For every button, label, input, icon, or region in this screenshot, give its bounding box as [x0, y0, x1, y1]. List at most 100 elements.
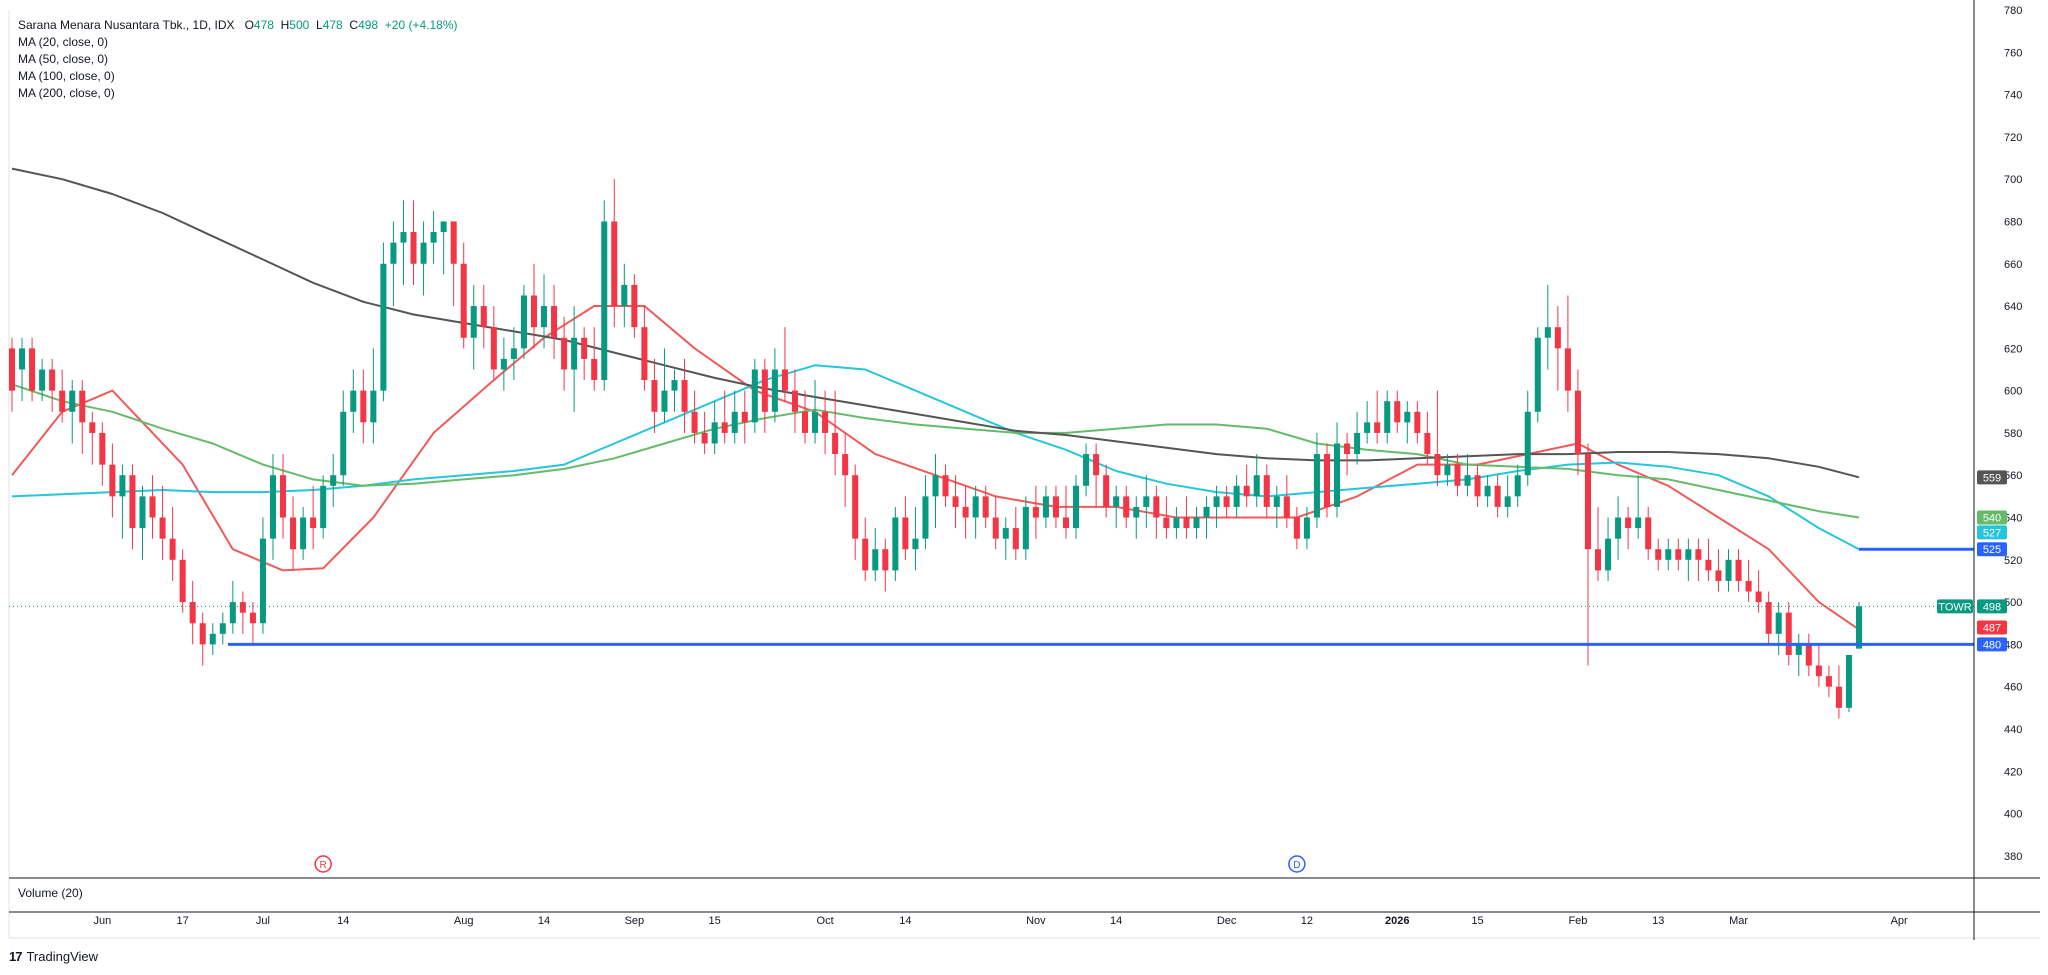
candle-body [812, 411, 819, 433]
candle [902, 496, 909, 560]
tradingview-logo-icon: 17 [9, 949, 23, 964]
candle [1293, 506, 1300, 550]
candle-body [229, 602, 236, 624]
candle [801, 390, 809, 444]
price-badge-text: 559 [1983, 472, 2001, 484]
tradingview-logo[interactable]: 17 TradingView [9, 949, 98, 964]
support-lines[interactable] [9, 547, 1974, 646]
price-badge-bg [1977, 470, 2007, 485]
symbol-badge-bg [1937, 599, 1973, 614]
event-marker-D[interactable]: D [1288, 855, 1306, 873]
legend-indicator-ma200[interactable]: MA (200, close, 0) [18, 86, 115, 100]
candles [8, 179, 1863, 719]
candle-body [1103, 475, 1110, 507]
candle-body [1002, 528, 1009, 539]
candle-body [19, 348, 26, 370]
candle-body [1073, 485, 1080, 529]
legend-indicator-ma20[interactable]: MA (20, close, 0) [18, 35, 109, 49]
candle-body [922, 496, 929, 539]
legend-indicator-ma100[interactable]: MA (100, close, 0) [18, 69, 115, 83]
legend-high-label: H [280, 18, 290, 32]
candle [1424, 411, 1431, 465]
candle-body [671, 380, 678, 391]
candle [290, 496, 297, 571]
grid-layer [8, 10, 2040, 939]
candle-body [781, 369, 788, 391]
candle [470, 284, 477, 370]
candle [1344, 432, 1351, 476]
ma100-line [11, 383, 1860, 519]
candle-body [1344, 443, 1351, 455]
candle [641, 306, 648, 391]
y-tick-label: 520 [2004, 555, 2022, 567]
candle [661, 348, 668, 423]
candle-body [1193, 517, 1200, 529]
candle-body [159, 517, 166, 539]
candle [59, 369, 66, 423]
chart-legend: Sarana Menara Nusantara Tbk., 1D, IDX O4… [18, 17, 457, 102]
candle-body [340, 411, 347, 476]
candle [992, 496, 999, 550]
candle [1705, 538, 1712, 581]
candle-body [1685, 549, 1692, 560]
candle [1815, 644, 1822, 687]
y-tick-label: 580 [2004, 428, 2022, 440]
candle [711, 401, 718, 455]
candle-body [1323, 454, 1330, 507]
candle [912, 506, 919, 571]
legend-indicator-ma50[interactable]: MA (50, close, 0) [18, 52, 109, 66]
candle [812, 380, 819, 444]
candle [219, 612, 226, 645]
event-marker-letter: R [320, 860, 327, 871]
legend-high: 500 [289, 18, 310, 32]
candle-body [269, 475, 277, 539]
candle [460, 242, 467, 349]
candle [259, 517, 266, 634]
candle [1183, 496, 1190, 539]
candle [1725, 549, 1732, 592]
candle [350, 369, 357, 433]
candle-body [1695, 549, 1702, 560]
candle [1354, 411, 1361, 465]
candle [1223, 485, 1230, 518]
candle-body [129, 475, 136, 529]
candle-body [1625, 517, 1632, 529]
candle-body [1745, 580, 1752, 592]
candle-body [1715, 570, 1722, 581]
candle-body [1494, 485, 1501, 507]
x-tick-label: 17 [177, 915, 189, 927]
candle [621, 263, 628, 328]
candle [1594, 506, 1602, 581]
y-tick-label: 540 [2004, 513, 2022, 525]
candle-body [1173, 517, 1180, 529]
candle [1454, 454, 1461, 497]
candle-body [842, 454, 849, 476]
x-tick-label: Oct [817, 915, 834, 927]
candle-body [1655, 549, 1662, 560]
candle-body [1454, 464, 1461, 486]
candle-body [430, 232, 437, 243]
candle [1404, 401, 1411, 444]
candle-body [801, 411, 809, 433]
volume-pane-label[interactable]: Volume (20) [18, 886, 83, 900]
candle [862, 517, 869, 581]
y-tick-label: 680 [2004, 216, 2022, 228]
event-marker-R[interactable]: R [314, 855, 332, 873]
candle-body [410, 232, 417, 264]
candle-body [460, 263, 467, 338]
candle [330, 454, 337, 507]
candle-body [69, 390, 76, 412]
x-tick-label: 15 [1471, 915, 1483, 927]
candle-body [982, 496, 989, 518]
y-tick-label: 700 [2004, 174, 2022, 186]
legend-symbol[interactable]: Sarana Menara Nusantara Tbk., 1D, IDX [18, 18, 235, 32]
candle [1073, 475, 1080, 539]
candle [1564, 295, 1571, 412]
candle-body [1564, 348, 1571, 391]
axes[interactable]: 380 400 420 440 460 480 500 520 540 560 580 600 620 6… [93, 0, 2022, 940]
candle [1615, 496, 1622, 560]
candle-body [1635, 517, 1642, 529]
price-badge-487: 487 [1977, 620, 2007, 635]
